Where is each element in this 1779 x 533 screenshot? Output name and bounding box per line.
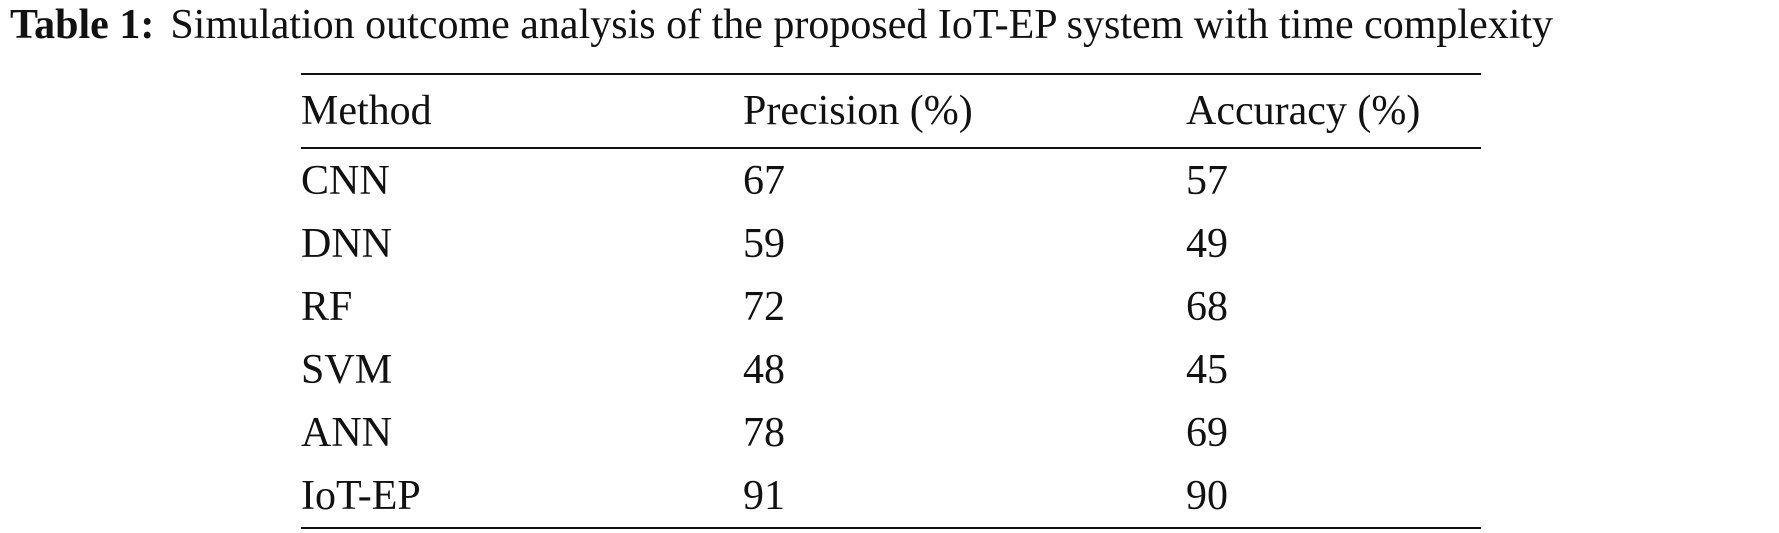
method-cell: CNN [301, 157, 390, 204]
table-row: RF 72 68 [301, 275, 1481, 338]
value-cell: 49 [1186, 220, 1228, 267]
table-row: CNN 67 57 [301, 148, 1481, 212]
value-cell: 67 [743, 157, 785, 204]
value-cell: 91 [743, 464, 1186, 529]
value-cell: 57 [1186, 157, 1228, 204]
method-cell: ANN [301, 409, 392, 456]
table-row: DNN 59 49 [301, 212, 1481, 275]
table-row: IoT-EP 91 90 [301, 464, 1481, 529]
caption-text: Simulation outcome analysis of the propo… [170, 2, 1554, 48]
header-row: Method Precision (%) Accuracy (%) [301, 73, 1481, 149]
value-cell: 68 [1186, 283, 1228, 330]
value-cell: 72 [743, 283, 785, 330]
value-cell: 90 [1186, 464, 1481, 529]
caption-label: Table 1: [10, 2, 155, 48]
table-row: ANN 78 69 [301, 401, 1481, 464]
header-cell: Accuracy (%) [1186, 73, 1481, 149]
value-cell: 78 [743, 409, 785, 456]
table-body: CNN 67 57 DNN 59 49 RF 72 68 SVM 48 45 ANN 78 69 IoT-EP… [301, 148, 1481, 529]
value-cell: 59 [743, 220, 785, 267]
value-cell: 45 [1186, 346, 1228, 393]
table-caption: Table 1: Simulation outcome analysis of t… [10, 2, 1553, 48]
method-cell: IoT-EP [301, 464, 743, 529]
method-cell: DNN [301, 220, 392, 267]
value-cell: 48 [743, 346, 785, 393]
header-cell: Precision (%) [743, 73, 1186, 149]
table-row: SVM 48 45 [301, 338, 1481, 401]
results-table: Method Precision (%) Accuracy (%) CNN 67 57 D… [301, 73, 1481, 529]
value-cell: 69 [1186, 409, 1228, 456]
method-cell: RF [301, 283, 353, 330]
table-header: Method Precision (%) Accuracy (%) [301, 73, 1481, 149]
method-cell: SVM [301, 346, 393, 393]
header-cell: Method [301, 73, 743, 149]
